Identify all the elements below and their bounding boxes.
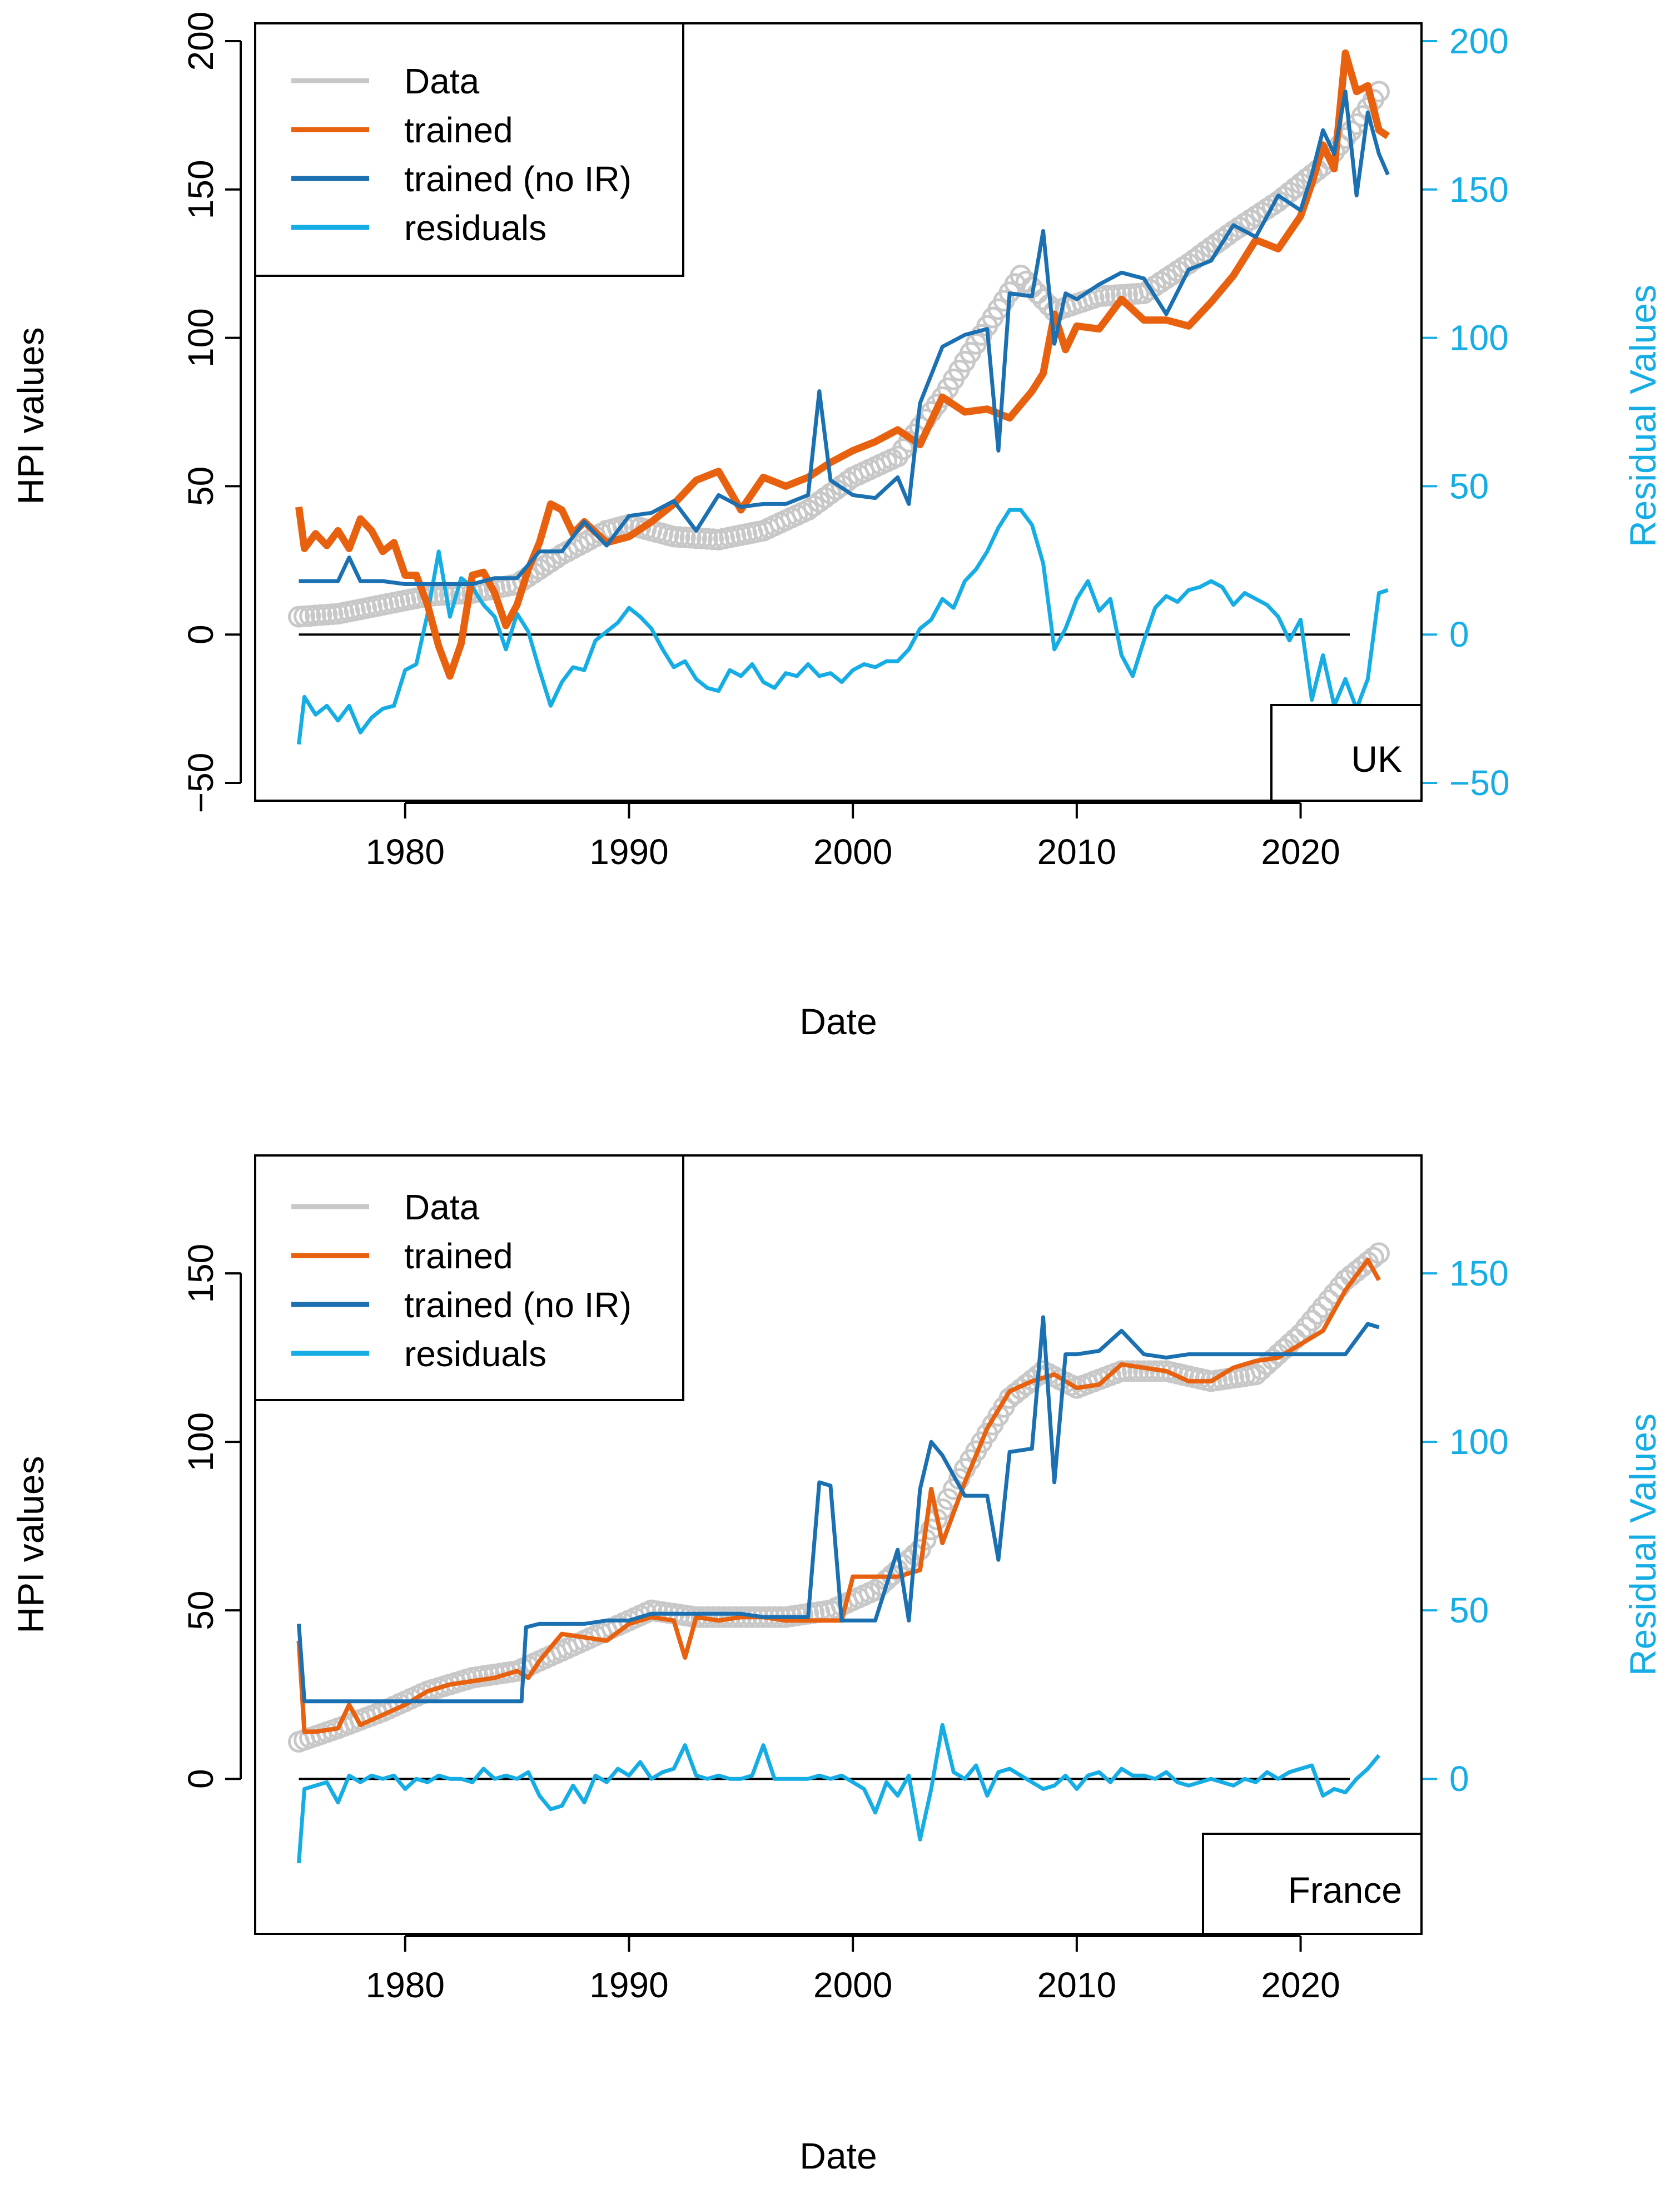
france-left-y-axis: 0 50 100 150 <box>181 1244 242 1789</box>
france-right-y-axis-title: Residual Values <box>1622 1413 1663 1676</box>
uk-x-tick-label: 2020 <box>1261 832 1340 872</box>
uk-left-tick-label: 50 <box>181 467 221 506</box>
uk-data-point <box>1228 216 1250 239</box>
uk-right-y-axis-title: Residual Values <box>1622 285 1663 547</box>
uk-right-tick-label: 200 <box>1449 21 1509 61</box>
uk-left-tick-label: 200 <box>181 12 221 71</box>
france-data-point <box>1368 1242 1390 1264</box>
france-legend-box <box>254 1154 684 1401</box>
uk-left-y-axis: −50 0 50 100 150 200 <box>181 12 242 813</box>
uk-left-tick-label: 100 <box>181 308 221 368</box>
france-legend-label-trained-no-ir: trained (no IR) <box>404 1285 632 1325</box>
uk-data-point <box>1150 271 1172 294</box>
uk-right-tick-label: 50 <box>1449 466 1489 506</box>
france-plot-frame <box>254 1154 1423 1935</box>
france-series-residuals <box>297 1723 1381 1863</box>
france-legend: Data trained trained (no IR) residuals <box>254 1154 684 1401</box>
france-left-tick-label: 0 <box>181 1769 221 1789</box>
france-x-tick-label: 1990 <box>589 1965 668 2005</box>
uk-right-tick-label: −50 <box>1449 763 1510 803</box>
france-data-point <box>1116 1360 1138 1382</box>
uk-legend-label-trained-no-ir: trained (no IR) <box>404 159 632 199</box>
uk-plot-frame <box>254 22 1423 802</box>
france-chart: HPI values Residual Values Date 0 50 100 15… <box>10 1154 1663 2176</box>
france-right-tick-label: 50 <box>1449 1590 1489 1630</box>
france-right-tick-label: 100 <box>1449 1422 1509 1462</box>
uk-left-tick-label: −50 <box>181 753 221 813</box>
france-data-point <box>1122 1360 1144 1382</box>
france-left-tick-label: 50 <box>181 1591 221 1630</box>
uk-region-label: UK <box>1270 704 1423 802</box>
uk-series-trained-no-ir <box>299 90 1390 586</box>
france-y-axis-title: HPI values <box>10 1456 51 1633</box>
uk-region-label-text: UK <box>1351 738 1402 780</box>
uk-legend: Data trained trained (no IR) residuals <box>254 22 684 277</box>
uk-data-point <box>1139 279 1161 301</box>
france-region-label: France <box>1202 1833 1423 1935</box>
uk-y-axis-title: HPI values <box>10 327 51 504</box>
uk-x-tick-label: 2010 <box>1037 832 1116 872</box>
uk-region-label-box <box>1270 704 1423 802</box>
france-left-tick-label: 100 <box>181 1412 221 1472</box>
france-x-tick-label: 2000 <box>813 1965 892 2005</box>
uk-x-tick-label: 1990 <box>589 832 668 872</box>
france-series-trained-no-ir <box>297 1315 1380 1704</box>
france-legend-label-data: Data <box>404 1187 480 1227</box>
uk-data-point <box>534 554 556 577</box>
uk-data-point <box>1239 209 1261 231</box>
uk-x-axis: 1980 1990 2000 2010 2020 <box>366 802 1340 872</box>
france-data-point <box>1306 1303 1329 1325</box>
uk-right-tick-label: 100 <box>1449 318 1509 358</box>
uk-data-point <box>1010 265 1032 287</box>
uk-data-point <box>545 547 568 569</box>
france-data-point <box>690 1606 713 1628</box>
france-legend-label-residuals: residuals <box>404 1334 546 1374</box>
uk-left-tick-label: 150 <box>181 160 221 219</box>
uk-legend-label-residuals: residuals <box>404 208 546 248</box>
uk-legend-label-data: Data <box>404 61 480 101</box>
france-data-point <box>1127 1360 1150 1382</box>
uk-data-point <box>1161 264 1183 286</box>
uk-right-tick-label: 150 <box>1449 170 1509 210</box>
uk-x-tick-label: 1980 <box>366 832 445 872</box>
uk-legend-label-trained: trained <box>404 110 513 150</box>
france-x-axis-title: Date <box>799 2135 877 2176</box>
uk-chart: HPI values Residual Values Date −50 0 50 10… <box>10 12 1663 1042</box>
uk-data-point <box>1155 267 1177 290</box>
uk-legend-box <box>254 22 684 277</box>
uk-data-point <box>1217 224 1239 246</box>
uk-left-tick-label: 0 <box>181 624 221 644</box>
france-legend-label-trained: trained <box>404 1236 513 1276</box>
france-data-point <box>1295 1316 1318 1338</box>
france-x-tick-label: 2010 <box>1037 1965 1116 2005</box>
france-data-point <box>1301 1309 1323 1332</box>
france-x-axis: 1980 1990 2000 2010 2020 <box>366 1935 1340 2005</box>
france-x-tick-label: 1980 <box>366 1965 445 2005</box>
uk-data-point <box>1026 282 1048 305</box>
uk-right-tick-label: 0 <box>1449 614 1469 654</box>
france-right-tick-label: 150 <box>1449 1253 1509 1293</box>
france-right-tick-label: 0 <box>1449 1759 1469 1799</box>
uk-series-residuals <box>297 508 1389 745</box>
uk-data-point <box>1032 288 1054 310</box>
france-region-label-box <box>1202 1833 1423 1935</box>
uk-x-tick-label: 2000 <box>813 832 892 872</box>
france-series-trained <box>296 1257 1381 1734</box>
france-data-point <box>1312 1296 1334 1318</box>
france-region-label-text: France <box>1288 1869 1402 1911</box>
france-x-tick-label: 2020 <box>1261 1965 1340 2005</box>
france-left-tick-label: 150 <box>181 1244 221 1303</box>
uk-x-axis-title: Date <box>799 1001 877 1042</box>
